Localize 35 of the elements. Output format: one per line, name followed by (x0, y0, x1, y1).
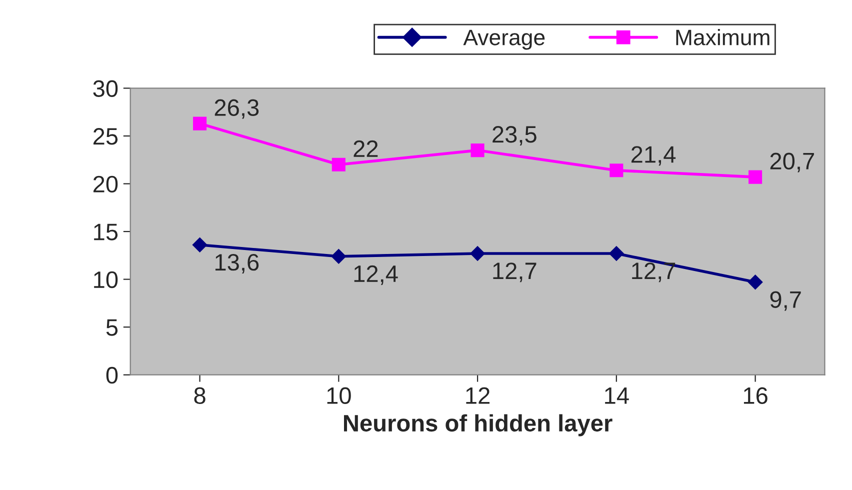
point (609, 246, 624, 261)
x-tick-label: 14 (605, 388, 629, 404)
y-tick-label: 20 (93, 176, 118, 193)
x-tick-label: 10 (327, 387, 351, 404)
y-tick-label: 15 (94, 224, 118, 240)
point (748, 170, 762, 184)
data-label: 12,7 (632, 262, 676, 282)
point (193, 116, 207, 130)
point (470, 246, 485, 261)
data-label: 12,4 (354, 265, 398, 285)
data-label: 21,4 (632, 146, 676, 166)
x-tick-label: 12 (466, 387, 490, 404)
point (610, 164, 624, 178)
data-label: 26,3 (214, 99, 259, 119)
x-axis-title: Neurons of hidden layer (344, 414, 612, 436)
data-label: 13,6 (215, 254, 259, 274)
point (331, 248, 346, 264)
data-label: 22 (354, 140, 378, 157)
point (748, 274, 763, 290)
x-tick-label: 8 (194, 387, 206, 404)
y-tick-label: 30 (93, 80, 118, 97)
data-label: 20,7 (770, 152, 814, 172)
y-tick-label: 5 (106, 319, 118, 336)
legend-label: Average (463, 30, 545, 50)
data-label: 12,7 (493, 262, 536, 282)
point (332, 158, 346, 172)
point (470, 144, 484, 158)
data-label: 23,5 (492, 126, 536, 146)
point (192, 238, 208, 252)
y-tick-label: 25 (93, 128, 118, 145)
data-label: 9,7 (770, 291, 801, 311)
legend-label: Maximum (676, 28, 770, 46)
x-tick-label: 16 (744, 387, 768, 404)
y-tick-label: 10 (94, 271, 118, 288)
y-tick-label: 0 (106, 366, 118, 384)
